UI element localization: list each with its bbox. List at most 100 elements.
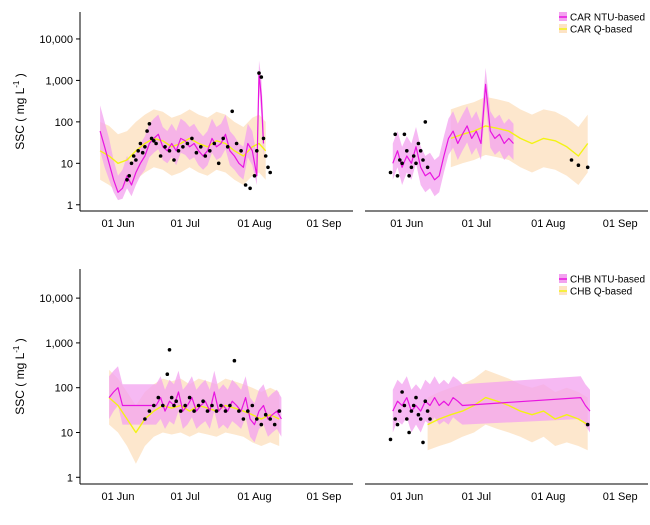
observed-sample-point xyxy=(205,409,210,413)
observed-sample-point xyxy=(161,403,165,408)
observed-sample-point xyxy=(147,122,152,126)
observed-sample-point xyxy=(246,409,250,413)
observed-sample-point xyxy=(223,409,228,413)
observed-sample-point xyxy=(400,390,404,394)
observed-sample-point xyxy=(259,422,264,427)
observed-sample-point xyxy=(277,409,282,413)
observed-sample-point xyxy=(266,165,270,170)
y-tick-label: 1 xyxy=(67,472,73,484)
observed-sample-point xyxy=(203,154,208,158)
observed-sample-point xyxy=(418,149,423,153)
observed-sample-point xyxy=(411,403,416,408)
x-tick-label: 01 Jun xyxy=(102,218,135,230)
observed-sample-point xyxy=(163,145,167,149)
x-tick-label: 01 Aug xyxy=(531,218,565,230)
observed-sample-point xyxy=(194,150,199,155)
observed-sample-point xyxy=(167,149,172,153)
observed-sample-point xyxy=(190,136,194,141)
observed-sample-point xyxy=(425,409,430,413)
observed-sample-point xyxy=(136,149,140,153)
observed-sample-point xyxy=(234,141,239,146)
observed-sample-point xyxy=(199,145,203,149)
legend-label-q: CAR Q-based xyxy=(570,25,632,36)
y-axis-title: SSC ( mg L-1 ) xyxy=(12,73,27,149)
observed-sample-point xyxy=(263,154,268,158)
observed-sample-point xyxy=(129,161,134,166)
observed-sample-point xyxy=(428,417,432,421)
observed-sample-point xyxy=(585,422,590,427)
subplot-left: 01 Jun 01 Jul 01 Aug 01 Sep xyxy=(80,348,353,503)
observed-sample-point xyxy=(569,158,574,162)
x-tick-label: 01 Aug xyxy=(237,218,271,230)
observed-sample-point xyxy=(261,136,266,141)
observed-sample-point xyxy=(395,174,400,178)
observed-sample-point xyxy=(407,430,411,435)
x-tick-label: 01 Jul xyxy=(170,491,199,503)
observed-sample-point xyxy=(147,409,152,413)
observed-sample-point xyxy=(388,437,393,442)
x-tick-label: 01 Sep xyxy=(306,491,341,503)
legend-label-ntu: CAR NTU-based xyxy=(570,13,645,24)
y-tick-label: 10,000 xyxy=(39,293,73,305)
ntu-based-line xyxy=(392,397,591,412)
y-tick-label: 1 xyxy=(67,200,73,212)
observed-sample-point xyxy=(414,395,418,400)
observed-sample-point xyxy=(138,141,143,146)
x-tick-label: 01 Jul xyxy=(170,218,199,230)
observed-sample-point xyxy=(423,120,428,124)
observed-sample-point xyxy=(268,170,273,175)
ntu-based-line xyxy=(108,387,282,426)
y-axis-title-superscript: -1 xyxy=(12,345,21,353)
observed-sample-point xyxy=(416,141,421,146)
observed-sample-point xyxy=(143,145,147,149)
x-tick-label: 01 Jul xyxy=(462,491,491,503)
observed-sample-point xyxy=(237,409,241,413)
observed-sample-point xyxy=(405,417,409,421)
q-based-line xyxy=(108,397,280,434)
x-tick-label: 01 Sep xyxy=(603,491,638,503)
observed-sample-point xyxy=(152,403,156,408)
y-tick-label: 10 xyxy=(61,158,73,170)
subplot-left: 01 Jun 01 Jul 01 Aug 01 Sep xyxy=(80,60,353,230)
observed-sample-point xyxy=(257,71,261,75)
observed-sample-point xyxy=(167,348,172,352)
observed-sample-point xyxy=(232,358,237,363)
observed-sample-point xyxy=(241,417,246,421)
observed-sample-point xyxy=(178,409,183,413)
observed-sample-point xyxy=(185,141,190,146)
x-tick-label: 01 Jun xyxy=(102,491,135,503)
observed-sample-point xyxy=(407,174,411,178)
observed-sample-point xyxy=(127,174,131,178)
observed-sample-point xyxy=(210,403,214,408)
y-axis-title-text: SSC ( mg L xyxy=(13,352,27,414)
ntu-based-line xyxy=(392,83,514,181)
y-tick-label: 100 xyxy=(55,383,73,395)
observed-sample-point xyxy=(393,132,398,137)
observed-sample-point xyxy=(221,136,225,141)
observed-sample-point xyxy=(149,136,154,141)
observed-sample-point xyxy=(388,170,393,175)
x-tick-label: 01 Jun xyxy=(390,491,423,503)
observed-sample-point xyxy=(169,395,174,400)
observed-sample-point xyxy=(398,158,402,162)
observed-sample-point xyxy=(134,158,138,162)
observed-sample-point xyxy=(421,440,425,445)
observed-sample-point xyxy=(268,417,273,421)
observed-sample-point xyxy=(254,417,259,421)
legend-label-ntu: CHB NTU-based xyxy=(570,275,645,286)
observed-sample-point xyxy=(414,161,418,166)
y-axis-title-text: SSC ( mg L xyxy=(13,87,27,149)
observed-sample-point xyxy=(212,141,217,146)
observed-sample-point xyxy=(183,403,187,408)
observed-sample-point xyxy=(216,161,221,166)
observed-sample-point xyxy=(152,139,156,143)
observed-sample-point xyxy=(425,165,430,170)
x-tick-label: 01 Aug xyxy=(531,491,565,503)
x-tick-label: 01 Aug xyxy=(237,491,271,503)
y-tick-label: 10 xyxy=(61,427,73,439)
observed-sample-point xyxy=(250,403,255,408)
observed-sample-point xyxy=(409,165,414,170)
observed-sample-point xyxy=(405,149,409,153)
x-tick-label: 01 Sep xyxy=(603,218,638,230)
